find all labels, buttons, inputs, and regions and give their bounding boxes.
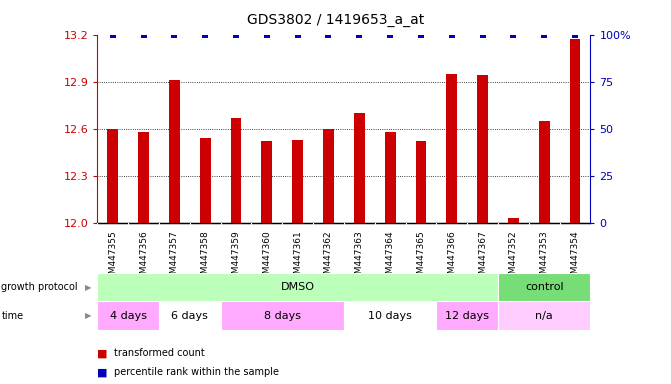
Text: GSM447360: GSM447360 <box>262 230 271 285</box>
Text: GSM447356: GSM447356 <box>139 230 148 285</box>
Text: ■: ■ <box>97 348 108 358</box>
Text: GSM447361: GSM447361 <box>293 230 302 285</box>
Text: ▶: ▶ <box>85 311 92 320</box>
Bar <box>262 141 272 223</box>
Bar <box>107 129 118 223</box>
Text: percentile rank within the sample: percentile rank within the sample <box>114 367 279 377</box>
Text: 10 days: 10 days <box>368 311 412 321</box>
Bar <box>221 301 344 330</box>
Bar <box>415 141 426 223</box>
Bar <box>97 273 498 301</box>
Text: GSM447354: GSM447354 <box>570 230 580 285</box>
Bar <box>200 138 211 223</box>
Text: transformed count: transformed count <box>114 348 205 358</box>
Bar <box>293 140 303 223</box>
Text: 8 days: 8 days <box>264 311 301 321</box>
Bar <box>138 132 149 223</box>
Text: GSM447363: GSM447363 <box>355 230 364 285</box>
Text: time: time <box>1 311 23 321</box>
Text: DMSO: DMSO <box>280 282 315 292</box>
Text: control: control <box>525 282 564 292</box>
Text: GSM447359: GSM447359 <box>231 230 240 285</box>
Bar <box>498 273 590 301</box>
Bar <box>169 80 180 223</box>
Text: GSM447355: GSM447355 <box>108 230 117 285</box>
Text: 12 days: 12 days <box>445 311 489 321</box>
Bar <box>344 301 436 330</box>
Text: GSM447352: GSM447352 <box>509 230 518 285</box>
Bar <box>97 301 159 330</box>
Text: 6 days: 6 days <box>171 311 208 321</box>
Bar <box>539 121 550 223</box>
Text: ■: ■ <box>97 367 108 377</box>
Text: GDS3802 / 1419653_a_at: GDS3802 / 1419653_a_at <box>247 13 424 27</box>
Text: GSM447353: GSM447353 <box>539 230 549 285</box>
Text: 4 days: 4 days <box>109 311 147 321</box>
Text: GSM447365: GSM447365 <box>417 230 425 285</box>
Bar <box>323 129 334 223</box>
Bar <box>446 74 457 223</box>
Bar <box>354 113 365 223</box>
Text: GSM447367: GSM447367 <box>478 230 487 285</box>
Text: GSM447366: GSM447366 <box>448 230 456 285</box>
Bar <box>231 118 242 223</box>
Bar <box>570 39 580 223</box>
Bar <box>498 301 590 330</box>
Text: GSM447358: GSM447358 <box>201 230 209 285</box>
Text: GSM447357: GSM447357 <box>170 230 179 285</box>
Bar <box>477 75 488 223</box>
Text: ▶: ▶ <box>85 283 92 291</box>
Bar <box>159 301 221 330</box>
Text: GSM447364: GSM447364 <box>386 230 395 285</box>
Bar <box>384 132 395 223</box>
Text: GSM447362: GSM447362 <box>324 230 333 285</box>
Text: growth protocol: growth protocol <box>1 282 78 292</box>
Bar <box>436 301 498 330</box>
Text: n/a: n/a <box>535 311 553 321</box>
Bar <box>508 218 519 223</box>
